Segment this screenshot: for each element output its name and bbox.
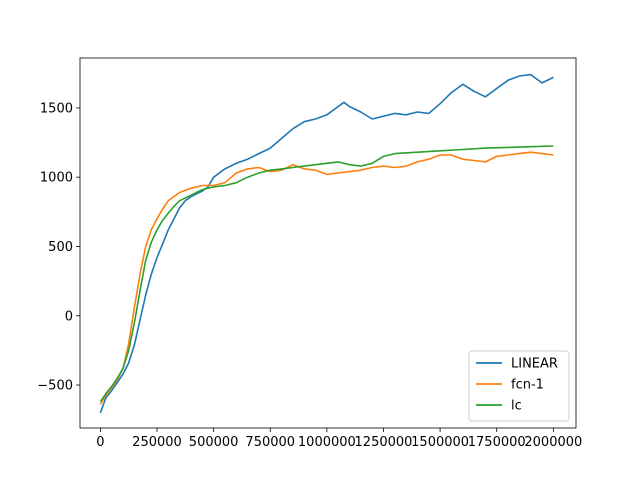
series-line-lc: [99, 145, 554, 403]
x-tick-label: 750000: [245, 435, 295, 450]
legend-box: [468, 350, 570, 422]
series-layer: [99, 73, 554, 414]
legend-label: LINEAR: [511, 357, 558, 372]
x-tick-label: 1750000: [468, 435, 526, 450]
x-tick-label: 2000000: [524, 435, 582, 450]
y-tick-label: 1000: [40, 171, 73, 186]
y-tick-label: −500: [37, 379, 73, 394]
x-tick-label: 1250000: [355, 435, 413, 450]
y-tick-label: 1500: [40, 101, 73, 116]
x-tick-label: 500000: [189, 435, 239, 450]
plot-frame: [79, 57, 577, 429]
series-line-linear: [99, 73, 554, 414]
x-axis: 0 250000 500000 750000 100000012500001500000…: [96, 428, 582, 450]
y-tick-label: 0: [65, 309, 73, 324]
x-tick-label: 1000000: [298, 435, 356, 450]
y-tick-label: 500: [48, 240, 73, 255]
x-tick-label: 1500000: [411, 435, 469, 450]
legend-label: lc: [511, 399, 522, 414]
x-tick-label: 0: [96, 435, 104, 450]
y-axis: −500 0 500 1000 1500: [37, 101, 80, 394]
legend: LINEAR fcn-1 lc: [468, 350, 570, 422]
legend-label: fcn-1: [511, 378, 544, 393]
x-tick-label: 250000: [132, 435, 182, 450]
